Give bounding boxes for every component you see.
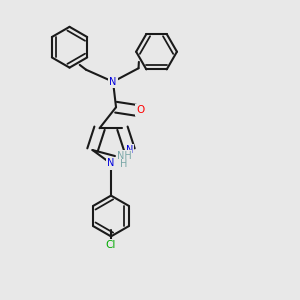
Text: NH: NH (117, 151, 131, 161)
Text: N: N (126, 145, 133, 155)
Text: Cl: Cl (106, 240, 116, 250)
Text: O: O (136, 105, 144, 115)
Text: N: N (107, 158, 115, 169)
Text: N: N (110, 77, 117, 87)
Text: H: H (120, 159, 128, 170)
